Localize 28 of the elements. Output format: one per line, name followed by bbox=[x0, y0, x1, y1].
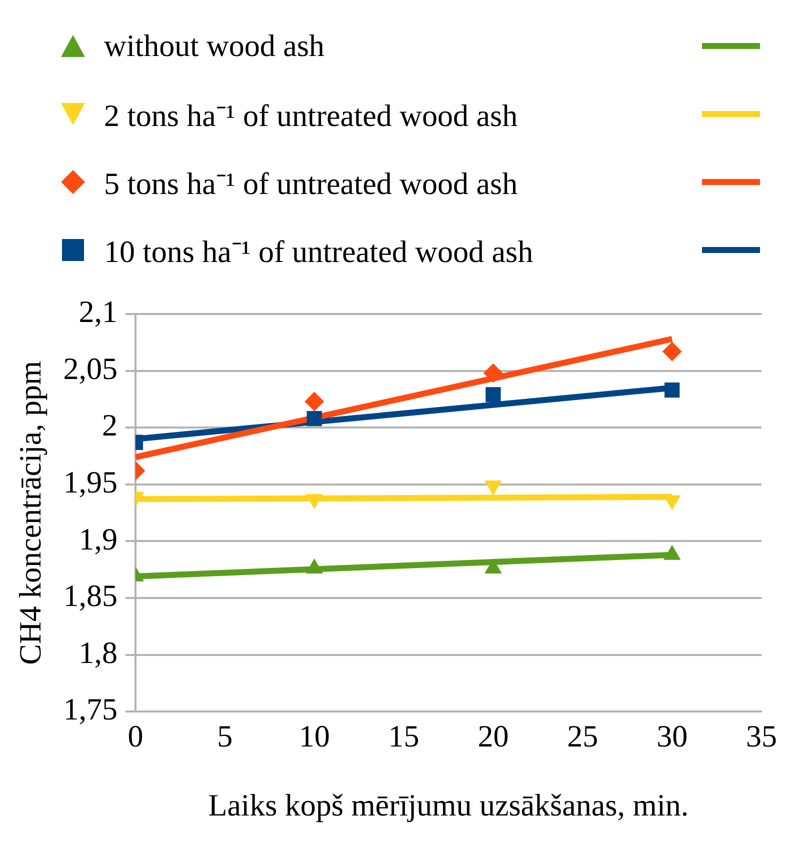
y-tick-label: 2,05 bbox=[63, 350, 118, 386]
legend-label: without wood ash bbox=[104, 28, 326, 64]
x-tick-label: 15 bbox=[388, 718, 420, 754]
y-axis-title: CH4 koncentrācija, ppm bbox=[12, 360, 48, 665]
legend-label: 5 tons ha⁻¹ of untreated wood ash bbox=[104, 165, 519, 203]
point bbox=[664, 545, 680, 560]
x-axis-title: Laiks kopš mērījumu uzsākšanas, min. bbox=[208, 788, 689, 823]
x-tick-label: 25 bbox=[567, 718, 598, 754]
legend-label: 10 tons ha⁻¹ of untreated wood ash bbox=[104, 233, 534, 271]
point bbox=[664, 382, 680, 398]
point bbox=[486, 387, 501, 402]
y-tick-label: 1,9 bbox=[78, 521, 118, 556]
x-tick-label: 30 bbox=[656, 718, 688, 754]
point bbox=[484, 364, 503, 383]
y-tick-label: 2,1 bbox=[78, 294, 118, 330]
point bbox=[484, 558, 502, 574]
y-tick-label: 2 bbox=[102, 408, 118, 443]
x-tick-label: 5 bbox=[217, 718, 233, 754]
x-tick-label: 10 bbox=[298, 718, 330, 754]
y-tick-label: 1,8 bbox=[78, 634, 118, 670]
y-tick-label: 1,75 bbox=[63, 692, 118, 727]
y-tick-label: 1,95 bbox=[63, 464, 118, 500]
point bbox=[662, 342, 682, 361]
legend-label: 2 tons ha⁻¹ of untreated wood ash bbox=[104, 97, 519, 135]
x-tick-label: 35 bbox=[746, 718, 777, 754]
x-tick-label: 0 bbox=[128, 718, 144, 754]
x-tick-label: 20 bbox=[478, 718, 509, 754]
y-tick-label: 1,85 bbox=[63, 578, 118, 614]
